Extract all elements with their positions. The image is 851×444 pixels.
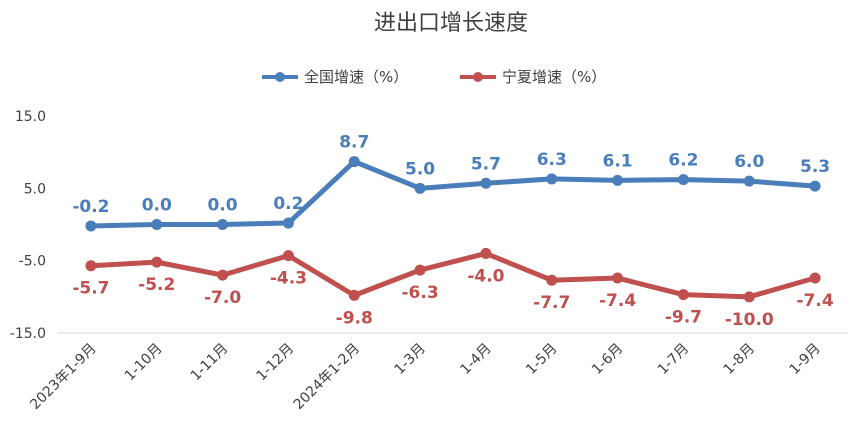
data-point <box>282 217 294 229</box>
data-label: 5.3 <box>800 157 830 177</box>
data-label: 6.3 <box>537 150 567 170</box>
y-tick-label: -5.0 <box>19 254 46 270</box>
data-point <box>348 156 360 168</box>
y-tick-label: -15.0 <box>10 326 46 342</box>
data-point <box>809 272 821 284</box>
data-label: -4.0 <box>467 266 504 286</box>
x-tick-label: 1-5月 <box>523 341 560 378</box>
series-1: -5.7 -5.2 -7.0 -4.3 -9.8 -6.3 -4.0 -7.7 -7.4 -9.7… <box>72 247 834 330</box>
data-label: -7.0 <box>204 288 241 308</box>
data-label: 0.0 <box>208 196 238 216</box>
series-layer: -0.2 0.0 0.0 0.2 8.7 5.0 5.7 6.3 6.1 6.2 6.0 5.3 -5.… <box>72 133 834 330</box>
data-point <box>217 269 229 281</box>
data-label: 0.0 <box>142 196 172 216</box>
data-label: 8.7 <box>339 133 369 153</box>
data-label: 5.7 <box>471 154 501 174</box>
data-point <box>85 220 97 232</box>
data-label: -7.4 <box>796 291 833 311</box>
data-label: 6.1 <box>603 151 633 171</box>
data-label: -10.0 <box>725 310 774 330</box>
chart-title: 进出口增长速度 <box>374 11 528 36</box>
data-point <box>414 264 426 276</box>
series-line <box>88 250 818 300</box>
data-label: -0.2 <box>72 197 109 217</box>
data-label: -4.3 <box>270 269 307 289</box>
data-point <box>809 180 821 192</box>
data-point <box>612 174 624 186</box>
legend-label: 全国增速（%） <box>304 68 408 86</box>
legend: 全国增速（%） 宁夏增速（%） <box>262 68 606 86</box>
x-tick-label: 1-11月 <box>188 341 232 385</box>
data-point <box>85 260 97 272</box>
y-tick-label: 15.0 <box>15 109 46 125</box>
x-tick-label: 2024年1-2月 <box>291 341 363 413</box>
data-point <box>480 247 492 259</box>
x-tick-label: 1-8月 <box>721 341 758 378</box>
data-label: 5.0 <box>405 159 435 179</box>
series-line <box>88 159 818 229</box>
data-label: -6.3 <box>401 283 438 303</box>
data-point <box>480 177 492 189</box>
data-label: -9.7 <box>665 308 702 328</box>
legend-swatch-marker <box>275 72 285 82</box>
data-point <box>743 291 755 303</box>
legend-swatch-marker <box>473 72 483 82</box>
data-point <box>348 289 360 301</box>
legend-label: 宁夏增速（%） <box>502 68 606 86</box>
x-tick-label: 1-3月 <box>392 341 429 378</box>
data-label: -5.7 <box>72 279 109 299</box>
series-0: -0.2 0.0 0.0 0.2 8.7 5.0 5.7 6.3 6.1 6.2 6.0 5.3 <box>72 133 830 232</box>
data-point <box>677 289 689 301</box>
data-label: 0.2 <box>273 194 303 214</box>
data-point <box>546 274 558 286</box>
x-tick-label: 1-10月 <box>122 341 166 385</box>
data-point <box>151 256 163 268</box>
data-point <box>677 174 689 186</box>
data-label: 6.0 <box>734 152 764 172</box>
x-tick-label: 1-7月 <box>655 341 692 378</box>
data-label: 6.2 <box>668 151 698 171</box>
x-tick-label: 2023年1-9月 <box>27 341 99 413</box>
data-label: -9.8 <box>336 308 373 328</box>
x-tick-label: 1-12月 <box>254 341 298 385</box>
data-point <box>282 250 294 262</box>
data-point <box>612 272 624 284</box>
x-tick-label: 1-9月 <box>787 341 824 378</box>
data-point <box>743 175 755 187</box>
data-point <box>217 219 229 230</box>
data-point <box>546 173 558 185</box>
data-label: -5.2 <box>138 275 175 295</box>
y-axis: 15.0 5.0 -5.0 -15.0 <box>10 109 46 342</box>
data-point <box>414 182 426 194</box>
x-tick-label: 1-6月 <box>589 341 626 378</box>
data-point <box>151 219 163 230</box>
x-tick-label: 1-4月 <box>457 341 494 378</box>
data-label: -7.4 <box>599 291 636 311</box>
data-label: -7.7 <box>533 293 570 313</box>
y-tick-label: 5.0 <box>24 181 46 197</box>
